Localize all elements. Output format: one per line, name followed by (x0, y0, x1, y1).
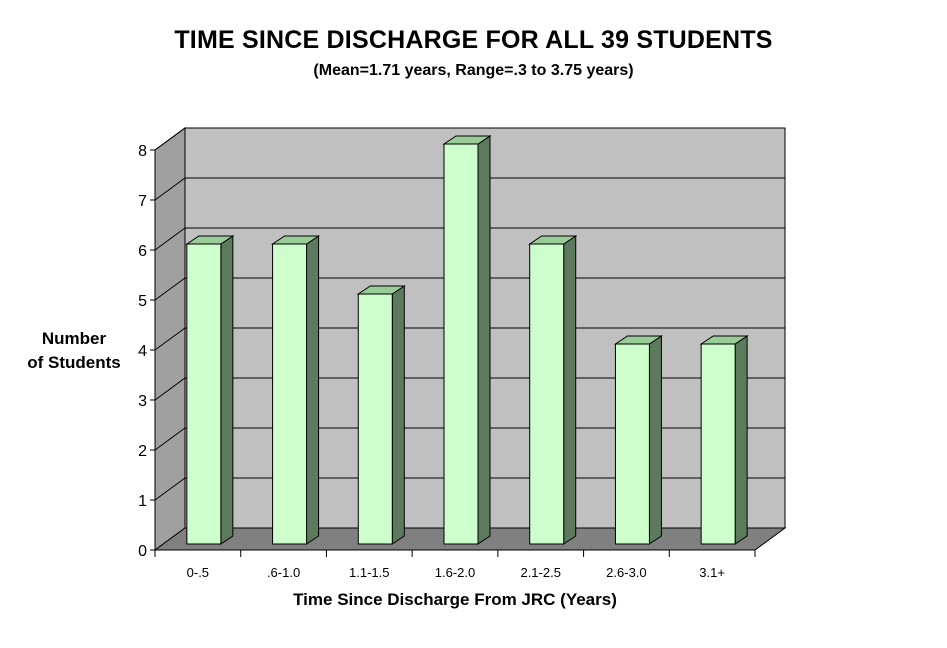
y-axis-label-line1: Number (41, 329, 107, 348)
bar-front (357, 293, 393, 545)
y-tick-label: 4 (138, 343, 147, 360)
x-tick-label: 3.1+ (699, 565, 725, 580)
bar (699, 335, 749, 545)
y-tick-label: 1 (138, 493, 147, 510)
bar-front (529, 243, 565, 545)
chart-subtitle: (Mean=1.71 years, Range=.3 to 3.75 years… (313, 62, 634, 79)
x-axis-label: Time Since Discharge From JRC (Years) (293, 590, 617, 609)
bar-front (700, 343, 736, 545)
gridline-side (154, 127, 186, 151)
x-tick-label: 1.6-2.0 (435, 565, 475, 580)
chart-title: TIME SINCE DISCHARGE FOR ALL 39 STUDENTS (174, 26, 773, 54)
bar-front (272, 243, 308, 545)
y-tick-label: 5 (138, 293, 147, 310)
y-tick-label: 0 (138, 543, 147, 560)
gridline-side (154, 477, 186, 501)
y-tick-label: 6 (138, 243, 147, 260)
y-axis-label-line2: of Students (27, 353, 121, 372)
bar-side (306, 235, 320, 545)
gridline-side (154, 327, 186, 351)
y-tick-label: 3 (138, 393, 147, 410)
bar-side (648, 335, 662, 545)
x-tick-label: 2.1-2.5 (520, 565, 560, 580)
bar-side (220, 235, 234, 545)
gridline-side (154, 277, 186, 301)
x-tick-label: 0-.5 (187, 565, 209, 580)
gridline-side (154, 177, 186, 201)
bar-side (734, 335, 748, 545)
bar-side (477, 135, 491, 545)
x-tick-label: 2.6-3.0 (606, 565, 646, 580)
gridline-side (154, 227, 186, 251)
x-tick-label: 1.1-1.5 (349, 565, 389, 580)
bars (185, 135, 749, 545)
x-tick-label: .6-1.0 (267, 565, 300, 580)
bar-front (614, 343, 650, 545)
bar (442, 135, 492, 545)
bar (356, 285, 406, 545)
bar-side (563, 235, 577, 545)
bar-side (391, 285, 405, 545)
axes (150, 149, 756, 557)
y-tick-label: 7 (138, 193, 147, 210)
axis-tick-labels: 0 1 2 3 4 5 6 7 8 0-.5 .6-1.0 1.1-1.5 1.6-2.0 2.1-2.5… (138, 143, 725, 580)
bar-front (443, 143, 479, 545)
gridline-side (154, 427, 186, 451)
bar (528, 235, 578, 545)
bar (613, 335, 664, 545)
y-axis-label: Number of Students (10, 327, 138, 375)
y-tick-label: 8 (138, 143, 147, 160)
y-tick-label: 2 (138, 443, 147, 460)
bar (185, 235, 235, 545)
bar-front (186, 243, 222, 545)
gridline-side (154, 377, 186, 401)
bar (270, 235, 321, 545)
